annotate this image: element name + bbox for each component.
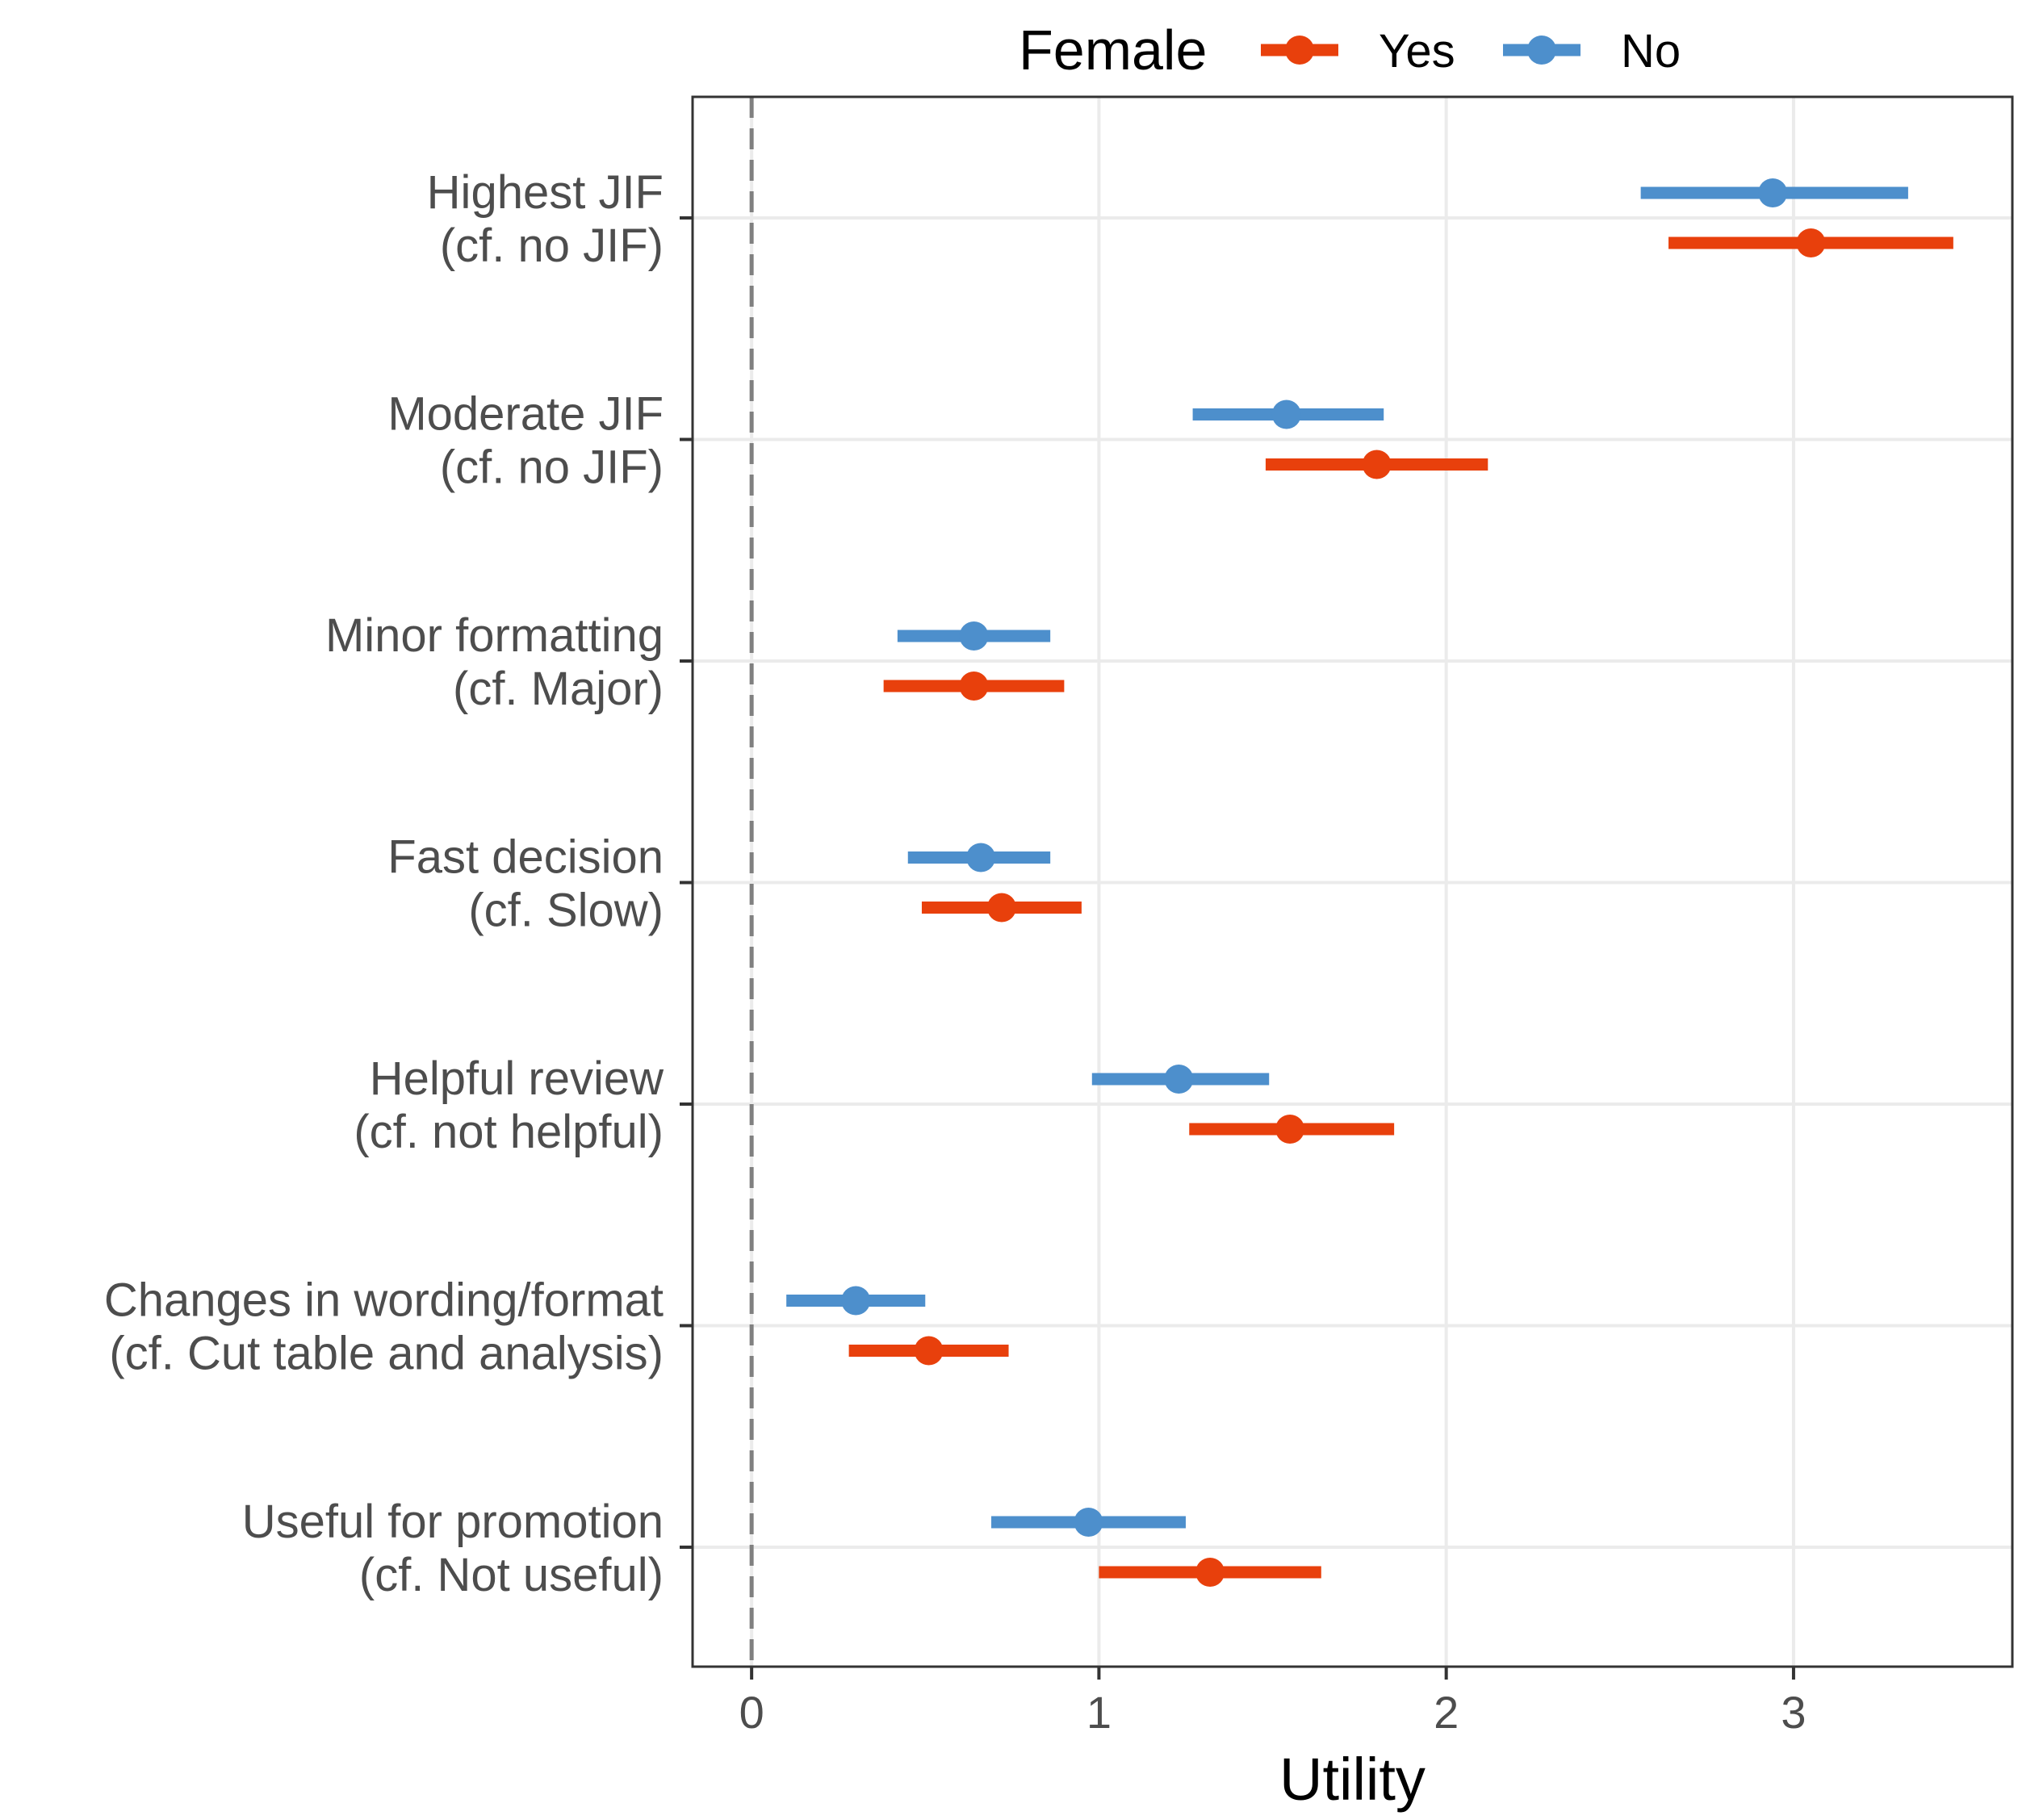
grid-lines bbox=[693, 97, 2012, 1667]
x-axis-title: Utility bbox=[1279, 1746, 1426, 1813]
point-yes bbox=[914, 1336, 944, 1366]
legend-key-point-no bbox=[1527, 36, 1556, 65]
category-label: Fast decision (cf. Slow) bbox=[387, 831, 664, 937]
x-tick-label: 2 bbox=[1434, 1687, 1459, 1738]
category-label-line: Minor formatting bbox=[325, 609, 664, 662]
category-label: Moderate JIF (cf. no JIF) bbox=[387, 388, 664, 494]
point-no bbox=[1758, 178, 1788, 207]
point-no bbox=[1164, 1065, 1194, 1094]
x-tick-label: 1 bbox=[1086, 1687, 1112, 1738]
category-label-line: (cf. Cut table and analysis) bbox=[109, 1328, 664, 1380]
legend-label-yes: Yes bbox=[1379, 25, 1455, 77]
category-label-line: Moderate JIF bbox=[387, 388, 664, 441]
data-marks bbox=[786, 178, 1953, 1587]
category-label-line: Helpful review bbox=[370, 1052, 664, 1105]
point-no bbox=[959, 621, 989, 651]
category-label: Useful for promotion (cf. Not useful) bbox=[242, 1496, 664, 1601]
point-yes bbox=[986, 893, 1016, 923]
category-label-line: (cf. Slow) bbox=[468, 885, 664, 937]
category-label: Helpful review (cf. not helpful) bbox=[354, 1052, 664, 1158]
category-label-line: (cf. Major) bbox=[453, 663, 664, 715]
category-label: Changes in wording/format (cf. Cut table … bbox=[104, 1274, 664, 1380]
point-yes bbox=[959, 672, 989, 701]
legend: Female Yes No bbox=[1019, 19, 1681, 82]
category-label-line: Changes in wording/format bbox=[104, 1274, 664, 1327]
x-axis: 0 1 2 3 bbox=[739, 1667, 1807, 1738]
point-yes bbox=[1362, 450, 1392, 479]
legend-key-point-yes bbox=[1285, 36, 1314, 65]
y-axis: Highest JIF (cf. no JIF)Moderate JIF (cf. … bbox=[104, 166, 693, 1601]
category-label: Highest JIF (cf. no JIF) bbox=[427, 166, 664, 272]
category-label: Minor formatting (cf. Major) bbox=[325, 609, 664, 715]
x-tick-label: 0 bbox=[739, 1687, 764, 1738]
point-no bbox=[966, 843, 996, 872]
point-yes bbox=[1195, 1558, 1225, 1587]
category-label-line: (cf. no JIF) bbox=[440, 441, 664, 494]
category-label-line: (cf. no JIF) bbox=[440, 220, 664, 272]
category-label-line: Fast decision bbox=[387, 831, 664, 884]
legend-title: Female bbox=[1019, 19, 1207, 82]
category-label-line: Useful for promotion bbox=[242, 1496, 664, 1548]
point-no bbox=[841, 1286, 871, 1316]
point-no bbox=[1074, 1508, 1103, 1537]
point-yes bbox=[1275, 1115, 1305, 1144]
category-label-line: (cf. not helpful) bbox=[354, 1106, 664, 1158]
category-label-line: (cf. Not useful) bbox=[359, 1549, 664, 1601]
point-yes bbox=[1796, 228, 1826, 257]
legend-label-no: No bbox=[1621, 25, 1681, 77]
point-no bbox=[1271, 400, 1301, 429]
x-tick-label: 3 bbox=[1781, 1687, 1806, 1738]
category-label-line: Highest JIF bbox=[427, 166, 664, 219]
